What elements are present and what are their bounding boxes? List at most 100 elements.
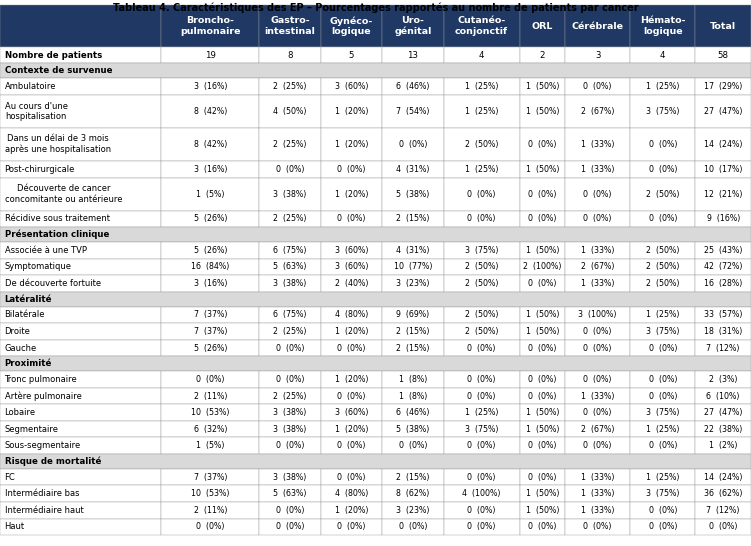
Text: 3  (16%): 3 (16%) — [194, 165, 227, 174]
Text: 0  (0%): 0 (0%) — [528, 279, 556, 288]
Bar — [0, 47, 161, 63]
Text: 9  (69%): 9 (69%) — [397, 311, 430, 319]
Bar — [630, 405, 695, 421]
Text: 2  (15%): 2 (15%) — [396, 327, 430, 336]
Text: 16  (28%): 16 (28%) — [704, 279, 742, 288]
Text: 16  (84%): 16 (84%) — [192, 263, 229, 271]
Bar — [0, 357, 751, 371]
Bar — [444, 405, 520, 421]
Bar — [630, 5, 695, 47]
Bar — [630, 259, 695, 275]
Text: Broncho-
pulmonaire: Broncho- pulmonaire — [180, 16, 240, 36]
Text: 1  (50%): 1 (50%) — [526, 327, 559, 336]
Text: Bilatérale: Bilatérale — [5, 311, 45, 319]
Text: 2  (3%): 2 (3%) — [709, 375, 737, 384]
Text: Sous-segmentaire: Sous-segmentaire — [5, 441, 81, 450]
Text: 0  (0%): 0 (0%) — [467, 441, 496, 450]
Bar — [161, 5, 259, 47]
Bar — [695, 421, 751, 437]
Text: 0  (0%): 0 (0%) — [467, 506, 496, 515]
Bar — [695, 259, 751, 275]
Bar — [565, 469, 630, 485]
Text: Au cours d'une
hospitalisation: Au cours d'une hospitalisation — [5, 102, 68, 121]
Bar — [565, 78, 630, 95]
Bar — [444, 275, 520, 292]
Text: ORL: ORL — [532, 22, 553, 31]
Text: 4: 4 — [660, 51, 665, 60]
Bar — [0, 371, 161, 388]
Bar — [0, 469, 161, 485]
Text: 0  (0%): 0 (0%) — [649, 391, 677, 401]
Bar — [161, 323, 259, 340]
Text: 1  (5%): 1 (5%) — [196, 189, 225, 199]
Text: 0  (0%): 0 (0%) — [276, 506, 304, 515]
Text: 12  (21%): 12 (21%) — [704, 189, 742, 199]
Bar — [695, 161, 751, 177]
Bar — [0, 161, 161, 177]
Bar — [0, 211, 161, 227]
Bar — [321, 275, 382, 292]
Text: 0  (0%): 0 (0%) — [649, 523, 677, 531]
Bar — [0, 437, 161, 454]
Bar — [0, 227, 751, 242]
Text: 1  (25%): 1 (25%) — [465, 408, 498, 417]
Text: 1  (20%): 1 (20%) — [335, 327, 368, 336]
Bar — [321, 340, 382, 357]
Bar — [259, 323, 321, 340]
Text: 1  (33%): 1 (33%) — [581, 165, 614, 174]
Bar — [0, 275, 161, 292]
Text: Droite: Droite — [5, 327, 30, 336]
Text: Proximité: Proximité — [5, 359, 52, 369]
Text: 0  (0%): 0 (0%) — [528, 375, 556, 384]
Bar — [259, 388, 321, 405]
Text: 6  (32%): 6 (32%) — [194, 425, 227, 434]
Bar — [259, 242, 321, 259]
Bar — [321, 161, 382, 177]
Text: 4  (50%): 4 (50%) — [273, 107, 306, 116]
Text: Post-chirurgicale: Post-chirurgicale — [5, 165, 75, 174]
Bar — [630, 421, 695, 437]
Text: 2  (50%): 2 (50%) — [465, 279, 498, 288]
Text: Hémato-
logique: Hémato- logique — [640, 16, 686, 36]
Text: 7  (12%): 7 (12%) — [707, 343, 740, 353]
Bar — [0, 519, 161, 535]
Text: 1  (33%): 1 (33%) — [581, 279, 614, 288]
Bar — [630, 371, 695, 388]
Bar — [520, 469, 565, 485]
Bar — [259, 78, 321, 95]
Text: 27  (47%): 27 (47%) — [704, 107, 742, 116]
Bar — [0, 78, 161, 95]
Bar — [161, 242, 259, 259]
Text: Gauche: Gauche — [5, 343, 37, 353]
Bar — [695, 469, 751, 485]
Bar — [161, 78, 259, 95]
Text: 3  (75%): 3 (75%) — [646, 107, 680, 116]
Bar — [382, 307, 444, 323]
Bar — [565, 128, 630, 161]
Text: Total: Total — [710, 22, 736, 31]
Bar — [161, 47, 259, 63]
Text: Symptomatique: Symptomatique — [5, 263, 71, 271]
Text: 0  (0%): 0 (0%) — [467, 189, 496, 199]
Text: 1  (25%): 1 (25%) — [646, 473, 680, 482]
Bar — [695, 519, 751, 535]
Text: Intermédiaire bas: Intermédiaire bas — [5, 489, 79, 498]
Bar — [382, 519, 444, 535]
Bar — [695, 177, 751, 211]
Bar — [259, 371, 321, 388]
Bar — [565, 259, 630, 275]
Text: 0  (0%): 0 (0%) — [399, 140, 427, 149]
Text: 0  (0%): 0 (0%) — [337, 523, 366, 531]
Bar — [520, 519, 565, 535]
Text: 2  (11%): 2 (11%) — [194, 391, 227, 401]
Bar — [259, 95, 321, 128]
Bar — [565, 242, 630, 259]
Bar — [259, 340, 321, 357]
Text: 1  (25%): 1 (25%) — [646, 425, 680, 434]
Text: 1  (33%): 1 (33%) — [581, 246, 614, 255]
Text: Contexte de survenue: Contexte de survenue — [5, 66, 112, 75]
Bar — [0, 485, 161, 502]
Bar — [695, 502, 751, 519]
Text: 2  (25%): 2 (25%) — [273, 82, 306, 91]
Text: 2  (50%): 2 (50%) — [465, 327, 498, 336]
